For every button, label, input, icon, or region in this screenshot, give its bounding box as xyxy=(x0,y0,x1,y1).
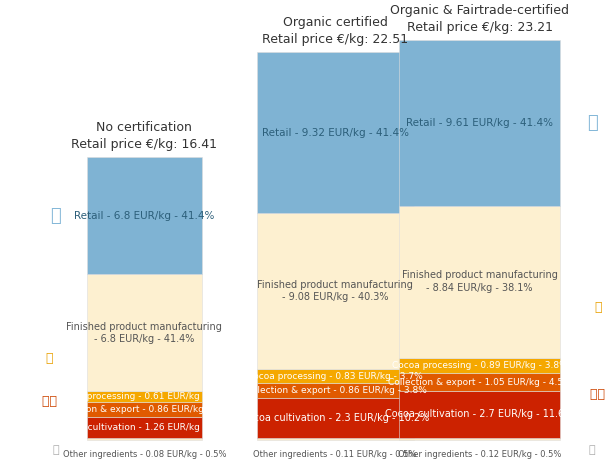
Text: Collection & export - 0.86 EUR/kg - 3.8%: Collection & export - 0.86 EUR/kg - 3.8% xyxy=(243,386,427,395)
Text: Retail - 6.8 EUR/kg - 41.4%: Retail - 6.8 EUR/kg - 41.4% xyxy=(74,211,215,221)
Text: Cocoa cultivation - 2.3 EUR/kg - 10.2%: Cocoa cultivation - 2.3 EUR/kg - 10.2% xyxy=(241,413,429,423)
Bar xyxy=(399,438,560,439)
Text: Cocoa processing - 0.83 EUR/kg - 3.7%: Cocoa processing - 0.83 EUR/kg - 3.7% xyxy=(247,372,423,381)
Text: Collection & export - 0.86 EUR/kg - 5.3%: Collection & export - 0.86 EUR/kg - 5.3% xyxy=(53,405,237,413)
Bar xyxy=(399,373,560,391)
Text: Retail - 9.32 EUR/kg - 41.4%: Retail - 9.32 EUR/kg - 41.4% xyxy=(261,128,408,138)
Text: 🛒: 🛒 xyxy=(587,114,598,132)
Text: Finished product manufacturing
- 6.8 EUR/kg - 41.4%: Finished product manufacturing - 6.8 EUR… xyxy=(67,321,222,344)
Bar xyxy=(257,52,414,213)
Text: 🧑‍🌾: 🧑‍🌾 xyxy=(590,388,605,401)
Text: Cocoa processing - 0.61 EUR/kg - 3.7%: Cocoa processing - 0.61 EUR/kg - 3.7% xyxy=(56,392,232,401)
Text: Other ingredients - 0.11 EUR/kg - 0.5%: Other ingredients - 0.11 EUR/kg - 0.5% xyxy=(253,450,417,459)
Text: Retail - 9.61 EUR/kg - 41.4%: Retail - 9.61 EUR/kg - 41.4% xyxy=(406,118,553,128)
Bar xyxy=(399,206,560,357)
Text: Other ingredients - 0.12 EUR/kg - 0.5%: Other ingredients - 0.12 EUR/kg - 0.5% xyxy=(398,450,561,459)
Text: Cocoa cultivation - 1.26 EUR/kg - 7.7%: Cocoa cultivation - 1.26 EUR/kg - 7.7% xyxy=(57,423,232,432)
Bar xyxy=(257,398,414,438)
Text: 🏭: 🏭 xyxy=(46,352,53,365)
Bar xyxy=(87,402,201,417)
Text: 🌱: 🌱 xyxy=(589,445,595,455)
Text: 🌱: 🌱 xyxy=(52,445,59,455)
Bar xyxy=(399,357,560,373)
Bar xyxy=(87,391,201,402)
Bar xyxy=(257,383,414,398)
Text: Cocoa cultivation - 2.7 EUR/kg - 11.6%: Cocoa cultivation - 2.7 EUR/kg - 11.6% xyxy=(385,409,574,419)
Text: Collection & export - 1.05 EUR/kg - 4.5%: Collection & export - 1.05 EUR/kg - 4.5% xyxy=(388,377,571,387)
Text: 🧑‍🌾: 🧑‍🌾 xyxy=(42,395,57,408)
Text: No certification
Retail price €/kg: 16.41: No certification Retail price €/kg: 16.4… xyxy=(71,121,217,151)
Bar xyxy=(87,417,201,438)
Bar xyxy=(87,274,201,391)
Bar xyxy=(399,40,560,206)
Bar xyxy=(87,438,201,439)
Text: Finished product manufacturing
- 9.08 EUR/kg - 40.3%: Finished product manufacturing - 9.08 EU… xyxy=(257,280,413,302)
Text: Cocoa processing - 0.89 EUR/kg - 3.8%: Cocoa processing - 0.89 EUR/kg - 3.8% xyxy=(391,361,567,370)
Text: 🏭: 🏭 xyxy=(594,301,602,314)
Bar xyxy=(87,157,201,274)
Bar xyxy=(257,438,414,439)
Bar xyxy=(257,213,414,369)
Text: Finished product manufacturing
- 8.84 EUR/kg - 38.1%: Finished product manufacturing - 8.84 EU… xyxy=(402,270,557,293)
Bar xyxy=(399,391,560,438)
Text: Organic certified
Retail price €/kg: 22.51: Organic certified Retail price €/kg: 22.… xyxy=(262,16,408,46)
Text: Other ingredients - 0.08 EUR/kg - 0.5%: Other ingredients - 0.08 EUR/kg - 0.5% xyxy=(62,450,226,459)
Bar xyxy=(257,369,414,383)
Text: Organic & Fairtrade-certified
Retail price €/kg: 23.21: Organic & Fairtrade-certified Retail pri… xyxy=(390,4,569,34)
Text: 🛒: 🛒 xyxy=(50,206,60,225)
